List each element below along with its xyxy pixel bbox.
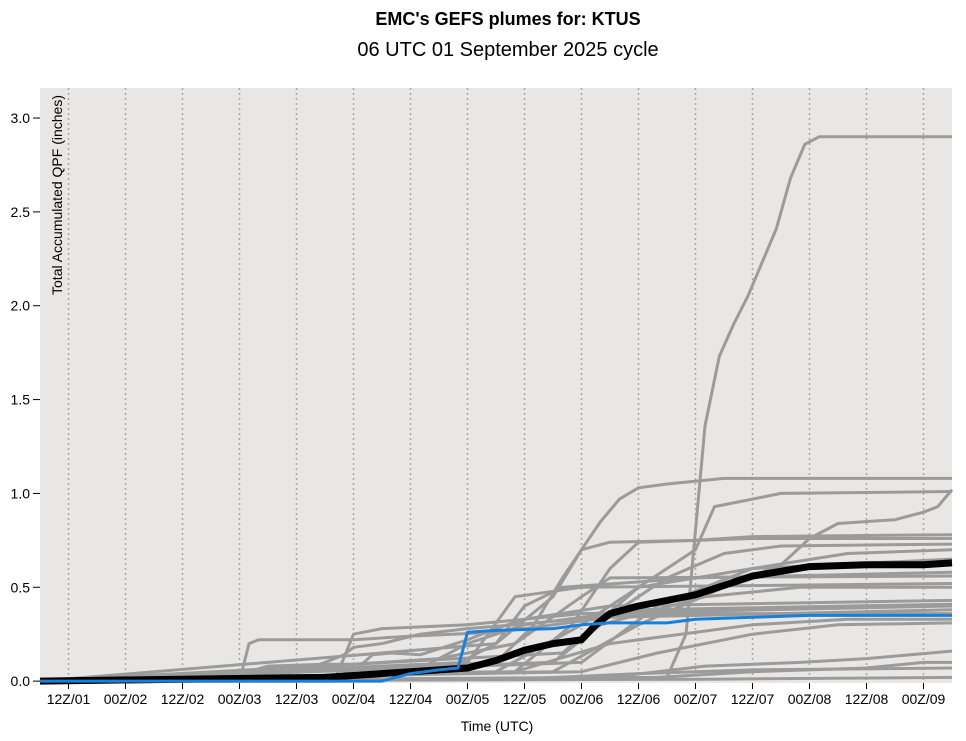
member-line	[40, 612, 952, 683]
x-tick-label: 12Z/08	[845, 691, 889, 707]
x-tick-label: 12Z/05	[503, 691, 547, 707]
y-axis: 0.0 0.5 1.0 1.5 2.0 2.5 3.0	[11, 110, 40, 689]
member-line	[39, 476, 952, 683]
y-tick-label: 3.0	[11, 110, 31, 126]
x-tick-label: 12Z/07	[731, 691, 775, 707]
x-tick-label: 12Z/01	[47, 691, 91, 707]
member-line	[39, 621, 953, 683]
x-tick-label: 12Z/02	[161, 691, 205, 707]
y-tick-label: 0.0	[11, 673, 31, 689]
x-tick-label: 00Z/06	[560, 691, 604, 707]
x-tick-label: 00Z/07	[674, 691, 718, 707]
member-line	[39, 582, 953, 683]
member-line	[40, 608, 953, 683]
x-tick-label: 00Z/02	[104, 691, 148, 707]
x-tick-label: 00Z/03	[218, 691, 262, 707]
mean-line	[39, 559, 953, 685]
control-line	[40, 613, 952, 683]
x-tick-label: 00Z/04	[332, 691, 376, 707]
ensemble-mean	[39, 559, 953, 685]
x-tick-label: 12Z/06	[617, 691, 661, 707]
control-run	[40, 613, 952, 683]
y-tick-label: 1.5	[11, 392, 31, 408]
x-tick-label: 12Z/04	[389, 691, 433, 707]
x-axis-label: Time (UTC)	[461, 718, 534, 734]
plot-area	[40, 88, 952, 683]
y-tick-label: 2.0	[11, 298, 31, 314]
chart-subtitle: 06 UTC 01 September 2025 cycle	[357, 39, 658, 61]
x-axis: 12Z/01 00Z/02 12Z/02 00Z/03 12Z/03 00Z/04 12Z/…	[47, 683, 946, 707]
y-tick-label: 2.5	[11, 204, 31, 220]
chart-title: EMC's GEFS plumes for: KTUS	[375, 9, 640, 29]
y-tick-label: 1.0	[11, 485, 31, 501]
x-tick-label: 00Z/05	[446, 691, 490, 707]
x-tick-label: 00Z/08	[788, 691, 832, 707]
y-tick-label: 0.5	[11, 579, 31, 595]
x-tick-label: 00Z/09	[902, 691, 946, 707]
member-line	[40, 574, 953, 683]
x-tick-label: 12Z/03	[275, 691, 319, 707]
y-axis-label: Total Accumulated QPF (inches)	[49, 95, 65, 295]
member-line	[39, 135, 952, 683]
